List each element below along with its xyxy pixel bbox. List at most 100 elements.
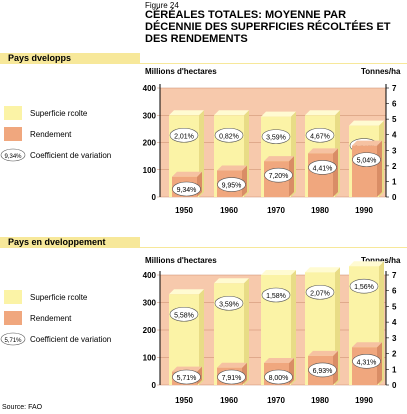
panel-2-yield-cv-label: 4,31% bbox=[357, 359, 377, 366]
panel-2-yield-bar-top bbox=[172, 366, 202, 372]
panel-1-yield-bar-side bbox=[333, 148, 338, 197]
panel-2-yield-bar-top bbox=[264, 358, 294, 363]
panel-1-legend-area-swatch bbox=[4, 106, 22, 120]
panel-2-area-bar-top bbox=[261, 270, 296, 275]
panel-2-header-rule bbox=[140, 247, 407, 248]
panel-2-area-bar-top bbox=[349, 261, 384, 267]
panel-2-right-tick-label: 3 bbox=[392, 334, 397, 343]
panel-1-area-bar-top bbox=[349, 120, 384, 126]
panel-1-area-bar-top bbox=[261, 111, 296, 117]
figure-title: CÉRÉALES TOTALES: MOYENNE PAR DÉCENNIE D… bbox=[145, 9, 391, 45]
panel-2-legend-area-swatch bbox=[4, 290, 22, 304]
panel-2-area-cv-label: 2,07% bbox=[310, 290, 330, 297]
panel-1-yield-bar-side bbox=[377, 140, 382, 197]
panel-2-area-bar-side bbox=[199, 289, 204, 385]
panel-2-yield-cv-ellipse bbox=[217, 369, 246, 385]
panel-1-header-rule bbox=[140, 63, 407, 64]
panel-1-legend-cv-label: Coefficient de variation bbox=[30, 151, 111, 160]
panel-2-yield-cv-ellipse bbox=[308, 362, 337, 378]
panel-1-legend-area-label: Superficie rcolte bbox=[30, 109, 88, 118]
panel-2-left-tick-label: 0 bbox=[152, 381, 157, 390]
panel-2-year-label: 1960 bbox=[220, 396, 238, 405]
panel-1-right-tick-label: 0 bbox=[392, 193, 397, 202]
panel-1-yield-cv-label: 9,34% bbox=[177, 187, 197, 194]
panel-2-right-tick-label: 7 bbox=[392, 271, 397, 280]
panel-1-year-label: 1970 bbox=[267, 206, 285, 215]
panel-1-left-axis-title: Millions d'hectares bbox=[145, 67, 217, 76]
panel-1-legend-yield-label: Rendement bbox=[30, 130, 72, 139]
panel-1-yield-bar-top bbox=[217, 165, 247, 171]
panel-1-area-bar-top bbox=[214, 110, 249, 116]
panel-2-legend-cv-sample: 5,71% bbox=[4, 338, 22, 344]
panel-1-year-label: 1960 bbox=[220, 206, 238, 215]
panel-1-yield-bar-top bbox=[172, 171, 202, 177]
panel-2-area-bar-top bbox=[305, 267, 340, 273]
panel-2-area-bar-top bbox=[214, 278, 249, 284]
panel-1-header: Pays dvelopps bbox=[0, 53, 140, 64]
panel-1-right-tick-label: 5 bbox=[392, 115, 397, 124]
panel-1-yield-cv-label: 9,95% bbox=[222, 183, 242, 190]
panel-2-year-label: 1980 bbox=[311, 396, 329, 405]
panel-2-yield-bar-top bbox=[352, 342, 382, 348]
panel-2-yield-cv-ellipse bbox=[264, 369, 293, 385]
panel-2-legend-cv-ellipse bbox=[0, 332, 26, 346]
panel-2-year-label: 1990 bbox=[355, 396, 373, 405]
panel-2-left-tick-label: 300 bbox=[143, 299, 157, 308]
source-note: Source: FAO bbox=[2, 404, 43, 411]
panel-1-year-label: 1990 bbox=[355, 206, 373, 215]
panel-1-yield-bar-top bbox=[352, 140, 382, 146]
panel-2-right-tick-label: 1 bbox=[392, 365, 397, 374]
panel-2-legend-area-label: Superficie rcolte bbox=[30, 293, 88, 302]
panel-2-yield-cv-ellipse bbox=[352, 353, 381, 369]
panel-1-yield-bar-top bbox=[308, 148, 338, 154]
panel-1-legend-cv-sample: 9,34% bbox=[4, 154, 22, 160]
panel-1-right-tick-label: 2 bbox=[392, 162, 397, 171]
panel-2-legend-yield-label: Rendement bbox=[30, 314, 72, 323]
panel-1-area-cv-label: 0,82% bbox=[219, 133, 239, 140]
panel-1-area-cv-label: 3,59% bbox=[266, 135, 286, 142]
panel-1-yield-cv-ellipse bbox=[308, 160, 337, 175]
panel-1-right-axis-title: Tonnes/ha bbox=[361, 67, 401, 76]
panel-2-area-bar-side bbox=[244, 278, 249, 385]
panel-1-yield-cv-ellipse bbox=[352, 152, 381, 167]
panel-2-legend-cv-label: Coefficient de variation bbox=[30, 335, 111, 344]
panel-1-right-tick-label: 3 bbox=[392, 146, 397, 155]
figure-label: Figure 24 bbox=[145, 1, 179, 10]
panel-1-area-bar-top bbox=[169, 110, 204, 116]
panel-1-area-cv-label: 2,01% bbox=[174, 133, 194, 140]
panel-2-area-bar-top bbox=[169, 289, 204, 295]
panel-2-area-cv-label: 5,58% bbox=[174, 312, 194, 319]
panel-2-right-tick-label: 2 bbox=[392, 350, 397, 359]
panel-2-area-cv-label: 1,56% bbox=[354, 284, 374, 291]
panel-2-yield-bar-top bbox=[217, 362, 247, 368]
panel-2-left-tick-label: 400 bbox=[143, 271, 157, 280]
panel-1-yield-cv-ellipse bbox=[172, 181, 201, 197]
panel-1-right-tick-label: 1 bbox=[392, 177, 397, 186]
panel-2-left-tick-label: 100 bbox=[143, 354, 157, 363]
panel-2-left-tick-label: 200 bbox=[143, 326, 157, 335]
panel-1-area-cv-label: 4,67% bbox=[310, 133, 330, 140]
panel-2-year-label: 1950 bbox=[175, 396, 193, 405]
panel-1-year-label: 1980 bbox=[311, 206, 329, 215]
panel-1-year-label: 1950 bbox=[175, 206, 193, 215]
panel-2-area-cv-ellipse bbox=[214, 295, 244, 311]
panel-1-yield-cv-ellipse bbox=[264, 167, 293, 183]
panel-2-yield-cv-label: 7,91% bbox=[222, 375, 242, 382]
panel-2-year-label: 1970 bbox=[267, 396, 285, 405]
panel-1-legend-yield-swatch bbox=[4, 127, 22, 141]
panel-1-left-tick-label: 300 bbox=[143, 111, 157, 120]
panel-1-yield-cv-label: 5,04% bbox=[357, 158, 377, 165]
panel-2-yield-cv-label: 5,71% bbox=[177, 375, 197, 382]
panel-2-right-axis-title: Tonnes/ha bbox=[361, 256, 401, 265]
panel-2-yield-cv-label: 6,93% bbox=[313, 368, 333, 375]
panel-2-right-tick-label: 5 bbox=[392, 302, 397, 311]
panel-1-area-bar-top bbox=[305, 110, 340, 116]
panel-2-yield-cv-ellipse bbox=[172, 369, 201, 385]
panel-2-area-cv-ellipse bbox=[261, 287, 291, 303]
panel-1-right-tick-label: 7 bbox=[392, 84, 397, 93]
panel-1-yield-bar-side bbox=[242, 165, 247, 197]
panel-1-yield-bar bbox=[308, 153, 333, 197]
panel-1-right-tick-label: 6 bbox=[392, 100, 397, 109]
panel-1-left-tick-label: 400 bbox=[143, 84, 157, 93]
